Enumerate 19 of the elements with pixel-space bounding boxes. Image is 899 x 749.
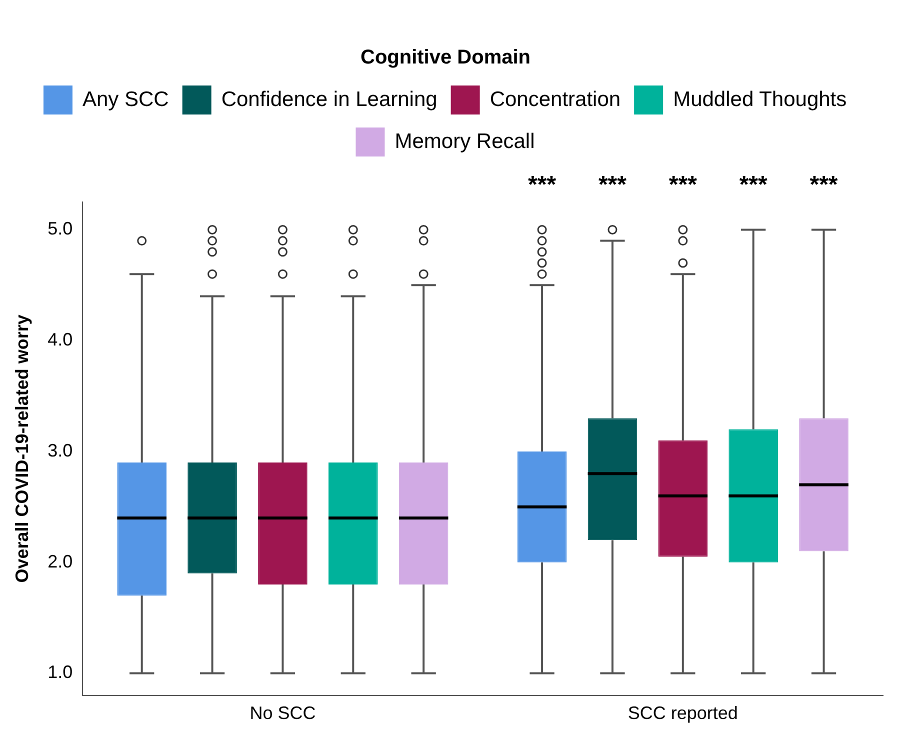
text: *** — [810, 172, 838, 199]
text: *** — [739, 172, 768, 199]
y-tick-label: 5.0 — [48, 218, 73, 239]
legend-label: Muddled Thoughts — [673, 88, 847, 111]
y-tick-label: 2.0 — [48, 551, 73, 572]
y-tick-label: 3.0 — [48, 440, 73, 460]
legend-label: Any SCC — [82, 88, 169, 111]
text: *** — [668, 172, 698, 199]
y-tick-label: 1.0 — [48, 662, 73, 682]
legend-label: Concentration — [490, 88, 621, 111]
y-axis-title: Overall COVID-19-related worry — [12, 314, 32, 583]
x-tick-label: No SCC — [250, 703, 316, 724]
y-tick-label: 4.0 — [48, 330, 73, 350]
x-tick-label: SCC reported — [628, 703, 738, 724]
text: *** — [598, 172, 628, 199]
legend-label: Memory Recall — [394, 130, 535, 153]
legend-label: Confidence in Learning — [221, 88, 438, 111]
text: *** — [528, 172, 557, 199]
legend-title: Cognitive Domain — [360, 46, 531, 69]
